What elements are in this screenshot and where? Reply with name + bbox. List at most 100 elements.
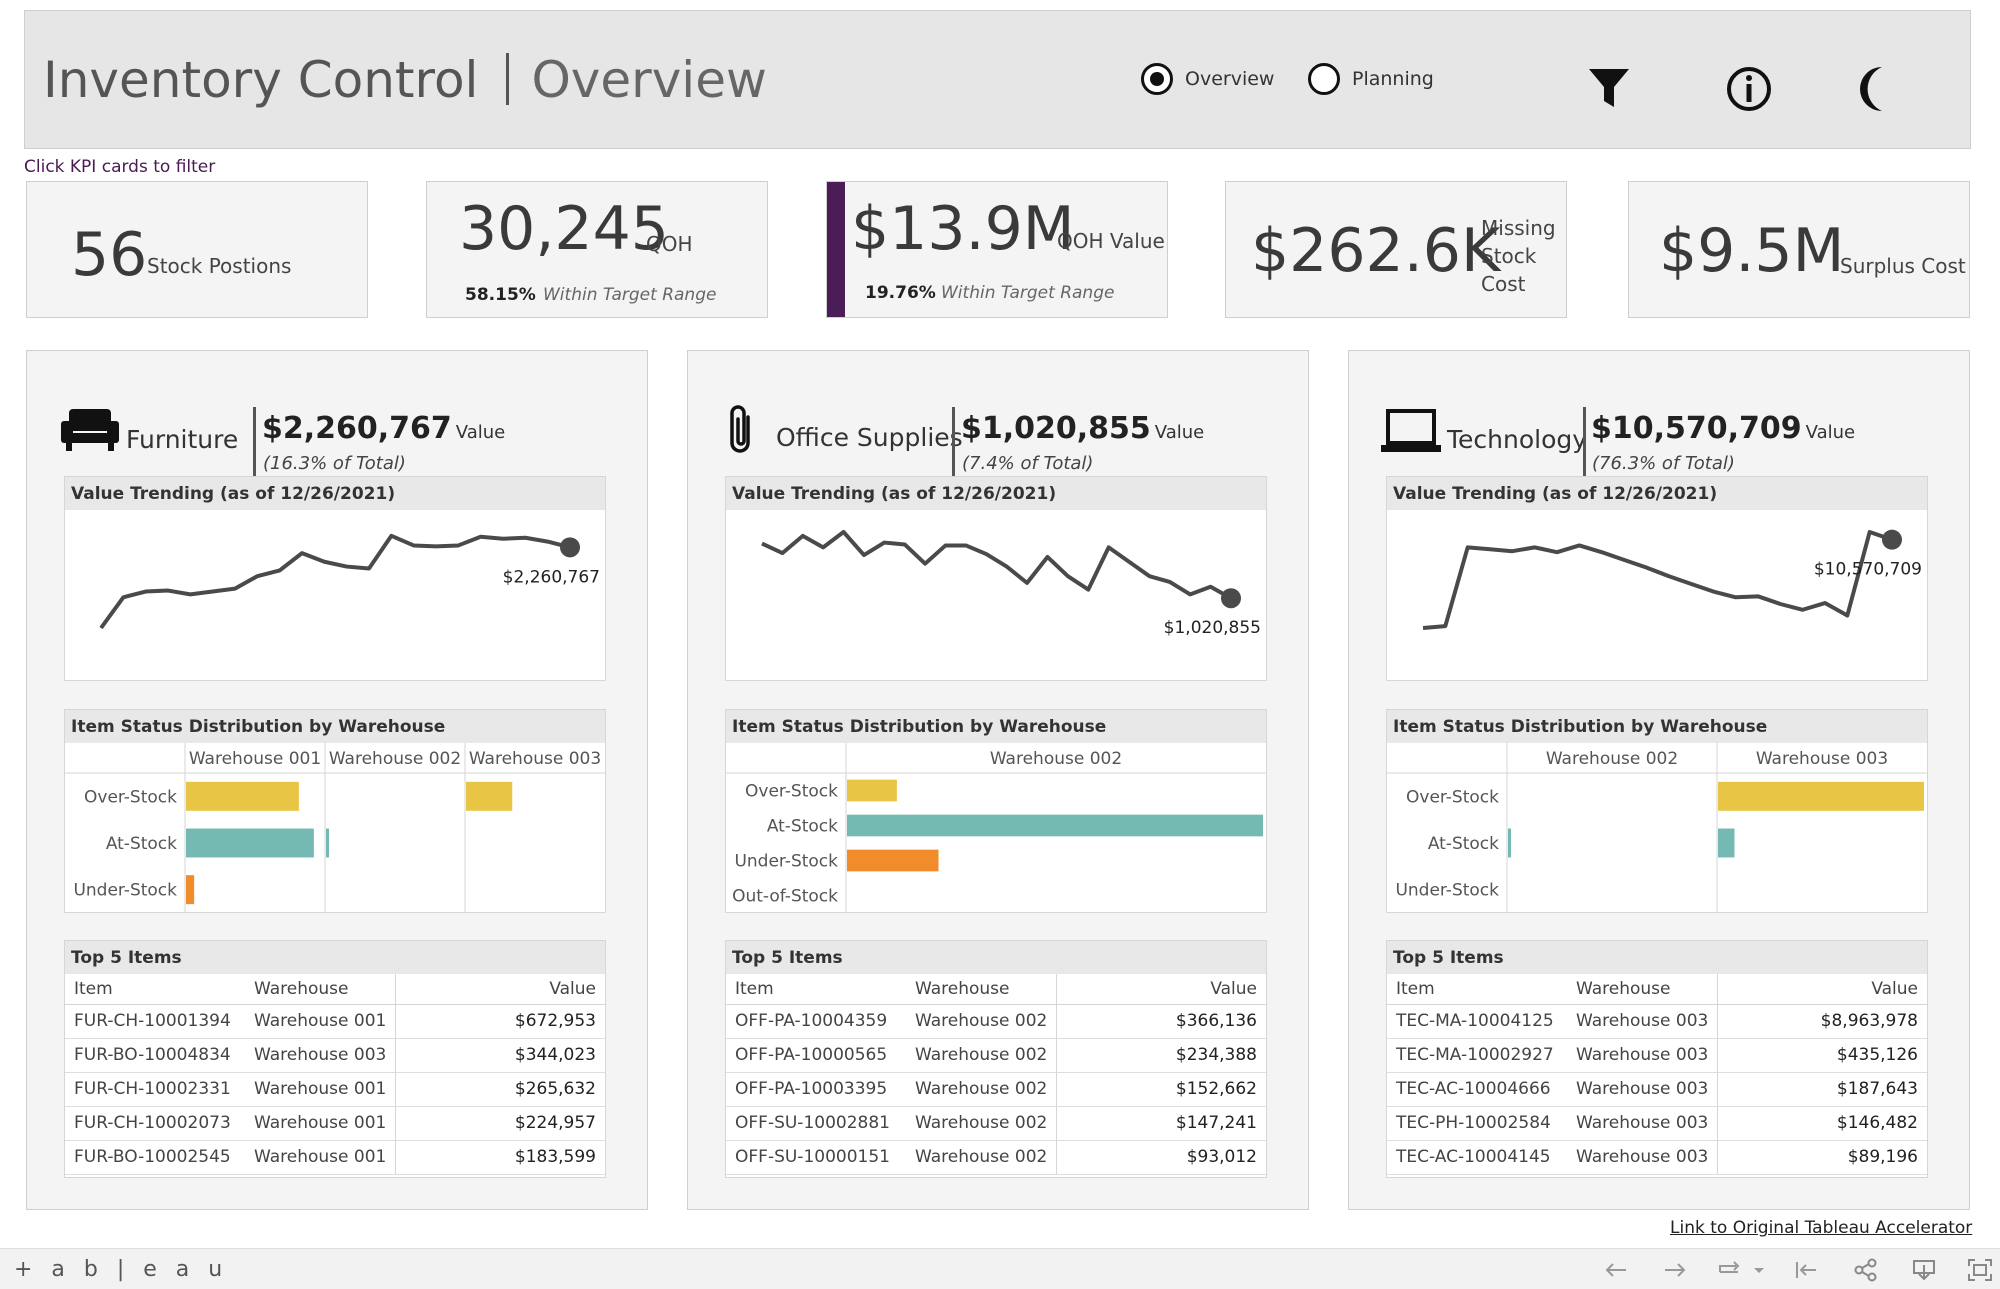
trend-end-point[interactable] xyxy=(1882,529,1902,550)
status-row-label: Under-Stock xyxy=(734,852,838,872)
category-name: Office Supplies xyxy=(776,423,963,452)
header-divider xyxy=(253,407,256,477)
status-bar[interactable] xyxy=(1718,828,1735,858)
column-header-warehouse: Warehouse xyxy=(245,974,397,1005)
column-header-warehouse: Warehouse xyxy=(1567,974,1719,1005)
status-bar[interactable] xyxy=(326,828,329,858)
redo-icon[interactable] xyxy=(1661,1257,1689,1283)
table-row[interactable]: FUR-BO-10002545 Warehouse 001 $183,599 xyxy=(65,1140,605,1175)
trend-end-label: $2,260,767 xyxy=(503,567,600,587)
section-title: Value Trending (as of 12/26/2021) xyxy=(726,477,1266,510)
value-cell: $435,126 xyxy=(1717,1038,1927,1073)
planning-radio-label: Planning xyxy=(1352,68,1434,90)
office-supplies-panel: Office Supplies $1,020,855 Value (7.4% of… xyxy=(687,350,1309,1210)
status-bar[interactable] xyxy=(1718,781,1924,811)
info-icon[interactable] xyxy=(1725,63,1773,115)
chevron-down-icon[interactable] xyxy=(1752,1257,1766,1283)
table-row[interactable]: OFF-SU-10000151 Warehouse 002 $93,012 xyxy=(726,1140,1266,1175)
status-row-label: Over-Stock xyxy=(1406,787,1499,807)
warehouse-cell: Warehouse 003 xyxy=(1567,1038,1719,1073)
category-value-suffix: Value xyxy=(1805,422,1856,443)
warehouse-column-header: Warehouse 001 xyxy=(189,749,321,769)
share-icon[interactable] xyxy=(1852,1257,1880,1283)
warehouse-cell: Warehouse 002 xyxy=(906,1106,1058,1141)
category-value-suffix: Value xyxy=(1154,422,1205,443)
status-row-label: Out-of-Stock xyxy=(732,887,838,907)
tableau-accelerator-link[interactable]: Link to Original Tableau Accelerator xyxy=(1670,1218,1973,1238)
kpi-note: Within Target Range xyxy=(543,285,717,305)
status-bar[interactable] xyxy=(186,781,299,811)
status-row-label: Under-Stock xyxy=(1395,881,1499,901)
planning-radio[interactable]: Planning xyxy=(1308,63,1434,95)
status-distribution-chart: Item Status Distribution by Warehouse Wa… xyxy=(725,709,1267,913)
item-cell: OFF-SU-10002881 xyxy=(726,1106,906,1141)
table-row[interactable]: TEC-AC-10004145 Warehouse 003 $89,196 xyxy=(1387,1140,1927,1175)
trend-end-point[interactable] xyxy=(1221,588,1241,609)
table-row[interactable]: FUR-CH-10002073 Warehouse 001 $224,957 xyxy=(65,1106,605,1141)
warehouse-cell: Warehouse 001 xyxy=(245,1004,397,1039)
item-cell: TEC-PH-10002584 xyxy=(1387,1106,1567,1141)
kpi-percent: 58.15% xyxy=(465,285,536,305)
filter-icon[interactable] xyxy=(1585,63,1633,115)
status-bar[interactable] xyxy=(847,849,939,872)
revert-icon[interactable] xyxy=(1716,1257,1744,1283)
table-row[interactable]: TEC-AC-10004666 Warehouse 003 $187,643 xyxy=(1387,1072,1927,1107)
status-bar[interactable] xyxy=(847,779,897,802)
table-row[interactable]: FUR-BO-10004834 Warehouse 003 $344,023 xyxy=(65,1038,605,1073)
trend-end-point[interactable] xyxy=(560,537,580,558)
moon-icon[interactable] xyxy=(1852,63,1900,115)
kpi-label-line: Stock xyxy=(1481,244,1537,268)
value-trend-chart: Value Trending (as of 12/26/2021) $1,020… xyxy=(725,476,1267,681)
radio-unselected-icon xyxy=(1308,63,1340,95)
table-row[interactable]: FUR-CH-10001394 Warehouse 001 $672,953 xyxy=(65,1004,605,1039)
item-cell: TEC-MA-10002927 xyxy=(1387,1038,1567,1073)
status-bar[interactable] xyxy=(1508,828,1511,858)
status-bar[interactable] xyxy=(466,781,513,811)
table-row[interactable]: TEC-MA-10004125 Warehouse 003 $8,963,978 xyxy=(1387,1004,1927,1039)
kpi-stock-positions[interactable]: 56 Stock Postions xyxy=(26,181,368,318)
panel-header: Furniture $2,260,767 Value (16.3% of Tota… xyxy=(27,379,647,477)
table-row[interactable]: TEC-PH-10002584 Warehouse 003 $146,482 xyxy=(1387,1106,1927,1141)
status-bar[interactable] xyxy=(186,875,195,905)
value-cell: $146,482 xyxy=(1717,1106,1927,1141)
value-trend-chart: Value Trending (as of 12/26/2021) $2,260… xyxy=(64,476,606,681)
kpi-selected-accent xyxy=(827,182,845,317)
value-cell: $234,388 xyxy=(1056,1038,1266,1073)
table-row[interactable]: OFF-PA-10004359 Warehouse 002 $366,136 xyxy=(726,1004,1266,1039)
top-items-table: Top 5 Items Item Warehouse Value TEC-MA-… xyxy=(1386,940,1928,1178)
value-trend-chart: Value Trending (as of 12/26/2021) $10,57… xyxy=(1386,476,1928,681)
kpi-qoh-value[interactable]: $13.9M QOH Value 19.76% Within Target Ra… xyxy=(826,181,1168,318)
kpi-value: 56 xyxy=(71,220,148,290)
value-cell: $147,241 xyxy=(1056,1106,1266,1141)
warehouse-column-header: Warehouse 003 xyxy=(1756,749,1888,769)
trend-end-label: $10,570,709 xyxy=(1814,560,1922,580)
warehouse-cell: Warehouse 001 xyxy=(245,1106,397,1141)
item-cell: FUR-CH-10002331 xyxy=(65,1072,245,1107)
table-row[interactable]: FUR-CH-10002331 Warehouse 001 $265,632 xyxy=(65,1072,605,1107)
category-value: $2,260,767 Value xyxy=(262,411,505,446)
overview-radio[interactable]: Overview xyxy=(1141,63,1274,95)
warehouse-cell: Warehouse 002 xyxy=(906,1072,1058,1107)
undo-icon[interactable] xyxy=(1602,1257,1630,1283)
status-bar-chart: Warehouse 001 Warehouse 002 Warehouse 003 O… xyxy=(65,743,605,913)
table-row[interactable]: TEC-MA-10002927 Warehouse 003 $435,126 xyxy=(1387,1038,1927,1073)
table-row[interactable]: OFF-SU-10002881 Warehouse 002 $147,241 xyxy=(726,1106,1266,1141)
kpi-surplus-cost[interactable]: $9.5M Surplus Cost xyxy=(1628,181,1970,318)
status-bar[interactable] xyxy=(186,828,314,858)
status-row-label: Over-Stock xyxy=(745,782,838,802)
download-icon[interactable] xyxy=(1910,1257,1938,1283)
warehouse-column-header: Warehouse 002 xyxy=(990,749,1122,769)
status-bar[interactable] xyxy=(847,814,1263,837)
fullscreen-icon[interactable] xyxy=(1966,1257,1994,1283)
technology-panel: Technology $10,570,709 Value (76.3% of To… xyxy=(1348,350,1970,1210)
kpi-qoh[interactable]: 30,245 QOH 58.15% Within Target Range xyxy=(426,181,768,318)
item-cell: OFF-PA-10004359 xyxy=(726,1004,906,1039)
value-cell: $183,599 xyxy=(395,1140,605,1175)
table-row[interactable]: OFF-PA-10000565 Warehouse 002 $234,388 xyxy=(726,1038,1266,1073)
kpi-missing-stock-cost[interactable]: $262.6K Missing Stock Cost xyxy=(1225,181,1567,318)
item-cell: FUR-CH-10001394 xyxy=(65,1004,245,1039)
top-items-table: Top 5 Items Item Warehouse Value FUR-CH-… xyxy=(64,940,606,1178)
column-header-value: Value xyxy=(1056,974,1266,1005)
table-row[interactable]: OFF-PA-10003395 Warehouse 002 $152,662 xyxy=(726,1072,1266,1107)
reset-icon[interactable] xyxy=(1792,1257,1820,1283)
